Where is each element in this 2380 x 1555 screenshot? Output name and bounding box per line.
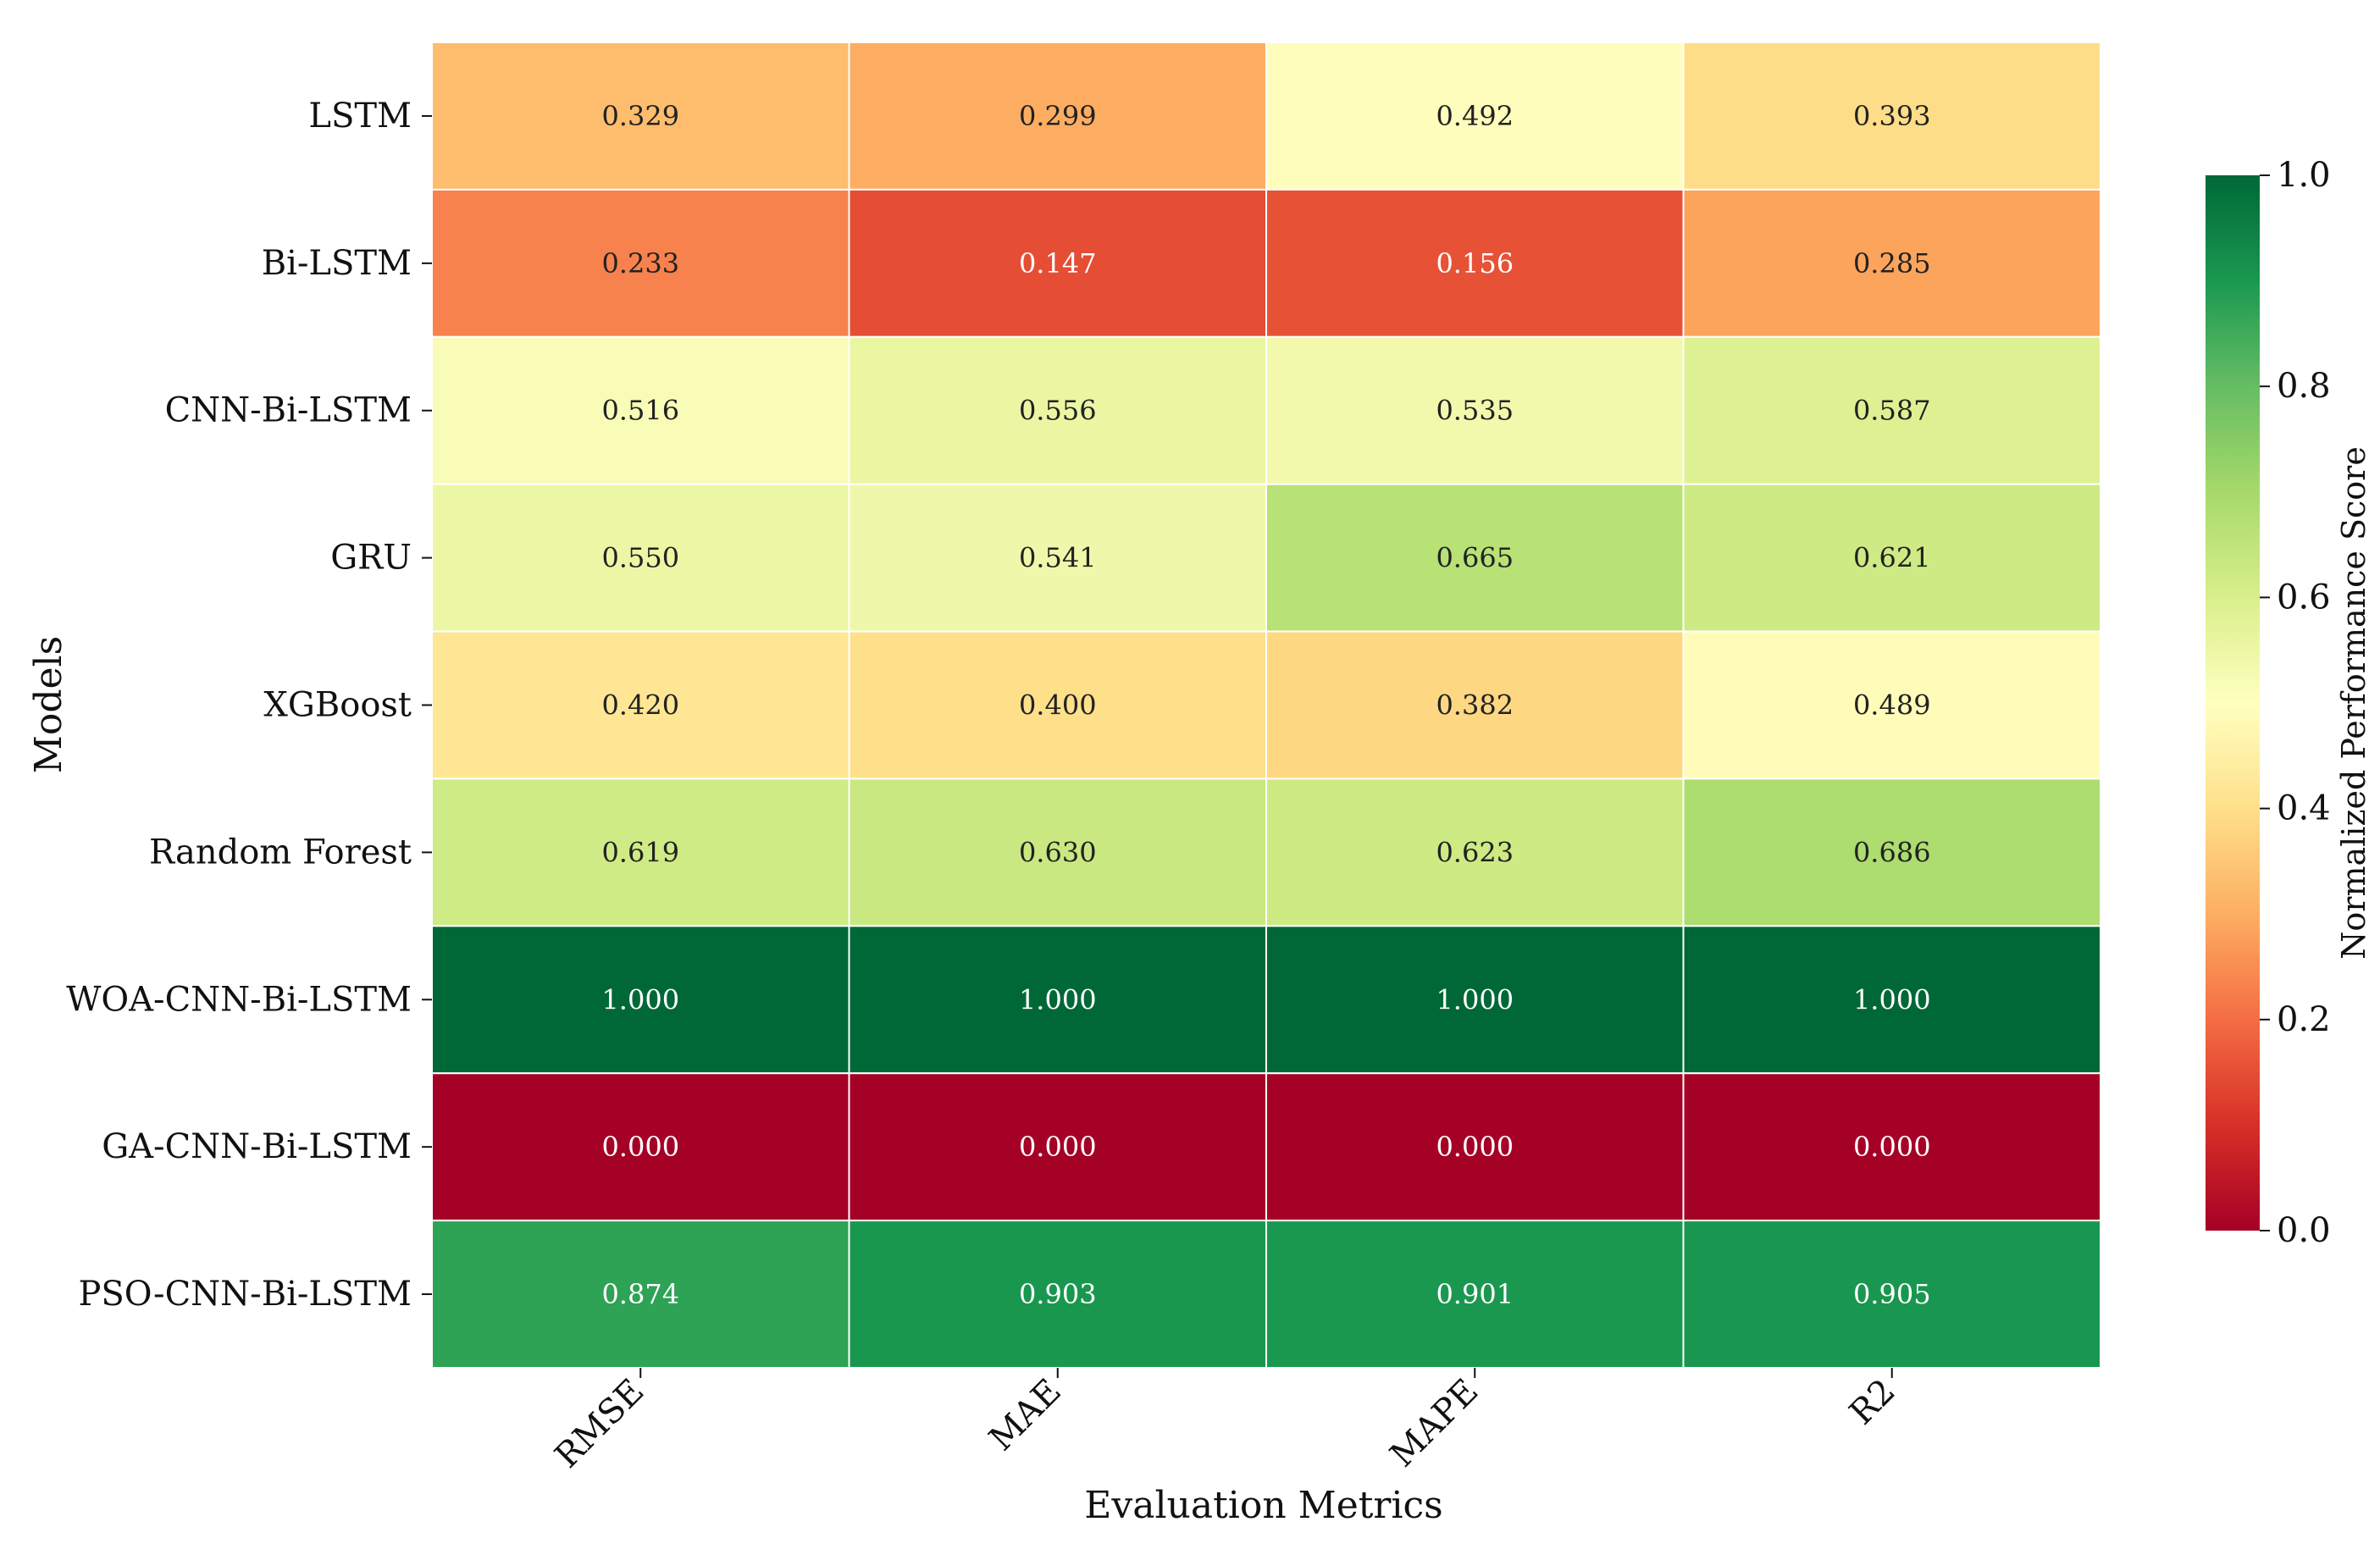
cell-value-label: 1.000 — [1853, 983, 1931, 1015]
heatmap-cell — [848, 42, 1267, 191]
cell-value-label: 0.550 — [601, 542, 679, 574]
heatmap-cell — [848, 188, 1267, 338]
heatmap-cell — [1265, 1072, 1685, 1222]
cell-value-label: 0.420 — [601, 689, 679, 722]
heatmap-cell — [848, 630, 1267, 780]
cell-value-label: 0.619 — [601, 836, 679, 868]
x-axis-ticks: RMSE MAE MAPE R2 — [548, 1368, 1903, 1475]
y-tick-label: GA-CNN-Bi-LSTM — [102, 1127, 412, 1166]
y-axis-title: Models — [27, 636, 70, 773]
cell-value-label: 0.587 — [1853, 395, 1931, 427]
colorbar-ticks: 0.0 0.2 0.4 0.6 0.8 1.0 — [2260, 156, 2331, 1250]
cell-value-label: 0.686 — [1853, 836, 1931, 868]
cell-value-label: 0.535 — [1436, 395, 1514, 427]
cell-value-label: 0.516 — [601, 395, 679, 427]
y-tick-label: PSO-CNN-Bi-LSTM — [78, 1275, 412, 1314]
heatmap-cell — [1265, 925, 1685, 1075]
cell-value-label: 0.299 — [1019, 100, 1097, 132]
y-tick-label: GRU — [330, 539, 412, 578]
cell-value-label: 0.156 — [1436, 247, 1514, 279]
heatmap-cell — [1682, 778, 2101, 927]
cell-value-label: 0.329 — [601, 100, 679, 132]
heatmap-cell — [848, 335, 1267, 485]
heatmap-cell — [1265, 630, 1685, 780]
y-axis-ticks: LSTM Bi-LSTM CNN-Bi-LSTM GRU XGBoost Random F… — [66, 97, 432, 1314]
heatmap-cells — [431, 42, 2101, 1369]
cell-value-label: 0.233 — [601, 247, 679, 279]
colorbar-tick-label: 0.2 — [2277, 1000, 2331, 1039]
heatmap-cell — [1682, 483, 2101, 633]
heatmap-cell — [431, 1072, 850, 1222]
heatmap-cell — [1682, 42, 2101, 191]
cell-value-label: 0.905 — [1853, 1278, 1931, 1310]
heatmap-cell — [431, 630, 850, 780]
x-tick-label: MAPE — [1383, 1372, 1486, 1475]
cell-value-label: 0.000 — [1436, 1131, 1514, 1163]
heatmap-cell — [1682, 188, 2101, 338]
heatmap-cell — [1265, 1220, 1685, 1369]
cell-value-label: 0.000 — [1019, 1131, 1097, 1163]
cell-value-label: 0.382 — [1436, 689, 1514, 722]
heatmap-cell-labels: 0.329 0.299 0.492 0.393 0.233 0.147 0.156 0.285… — [601, 100, 1930, 1310]
cell-value-label: 0.285 — [1853, 247, 1931, 279]
cell-value-label: 1.000 — [1436, 983, 1514, 1015]
heatmap-cell — [1682, 925, 2101, 1075]
heatmap-cell — [848, 483, 1267, 633]
heatmap-cell — [848, 778, 1267, 927]
heatmap-cell — [1265, 778, 1685, 927]
colorbar-gradient — [2206, 175, 2260, 1231]
heatmap-cell — [431, 483, 850, 633]
cell-value-label: 0.489 — [1853, 689, 1931, 722]
heatmap-cell — [1682, 335, 2101, 485]
heatmap-cell — [1682, 1220, 2101, 1369]
cell-value-label: 0.623 — [1436, 836, 1514, 868]
y-tick-label: WOA-CNN-Bi-LSTM — [66, 980, 412, 1019]
heatmap-cell — [1265, 483, 1685, 633]
y-tick-label: Random Forest — [149, 833, 412, 872]
heatmap-cell — [1682, 630, 2101, 780]
colorbar-tick-label: 0.4 — [2277, 789, 2331, 828]
y-tick-label: CNN-Bi-LSTM — [165, 391, 412, 430]
cell-value-label: 0.000 — [1853, 1131, 1931, 1163]
colorbar-label: Normalized Performance Score — [2335, 446, 2372, 960]
colorbar-tick-label: 0.0 — [2277, 1211, 2331, 1250]
cell-value-label: 0.000 — [601, 1131, 679, 1163]
colorbar-tick-label: 1.0 — [2277, 156, 2331, 195]
x-tick-label: MAE — [982, 1372, 1069, 1459]
cell-value-label: 1.000 — [1019, 983, 1097, 1015]
x-tick-label: RMSE — [548, 1372, 652, 1476]
heatmap-cell — [431, 925, 850, 1075]
y-tick-label: LSTM — [308, 97, 412, 136]
cell-value-label: 0.147 — [1019, 247, 1097, 279]
colorbar: 0.0 0.2 0.4 0.6 0.8 1.0 Normalized Performanc… — [2206, 156, 2372, 1250]
heatmap-cell — [431, 778, 850, 927]
cell-value-label: 0.874 — [601, 1278, 679, 1310]
x-tick-label: R2 — [1842, 1372, 1903, 1433]
x-axis-title: Evaluation Metrics — [1084, 1484, 1443, 1527]
cell-value-label: 0.556 — [1019, 395, 1097, 427]
colorbar-tick-label: 0.6 — [2277, 578, 2331, 617]
y-tick-label: XGBoost — [263, 686, 412, 725]
cell-value-label: 0.903 — [1019, 1278, 1097, 1310]
cell-value-label: 0.492 — [1436, 100, 1514, 132]
heatmap-cell — [1265, 42, 1685, 191]
cell-value-label: 0.400 — [1019, 689, 1097, 722]
y-tick-label: Bi-LSTM — [262, 244, 412, 283]
cell-value-label: 0.393 — [1853, 100, 1931, 132]
cell-value-label: 0.665 — [1436, 542, 1514, 574]
cell-value-label: 0.901 — [1436, 1278, 1514, 1310]
cell-value-label: 0.621 — [1853, 542, 1931, 574]
cell-value-label: 0.541 — [1019, 542, 1097, 574]
heatmap-cell — [431, 42, 850, 191]
cell-value-label: 1.000 — [601, 983, 679, 1015]
colorbar-tick-label: 0.8 — [2277, 367, 2331, 406]
cell-value-label: 0.630 — [1019, 836, 1097, 868]
heatmap-cell — [431, 188, 850, 338]
